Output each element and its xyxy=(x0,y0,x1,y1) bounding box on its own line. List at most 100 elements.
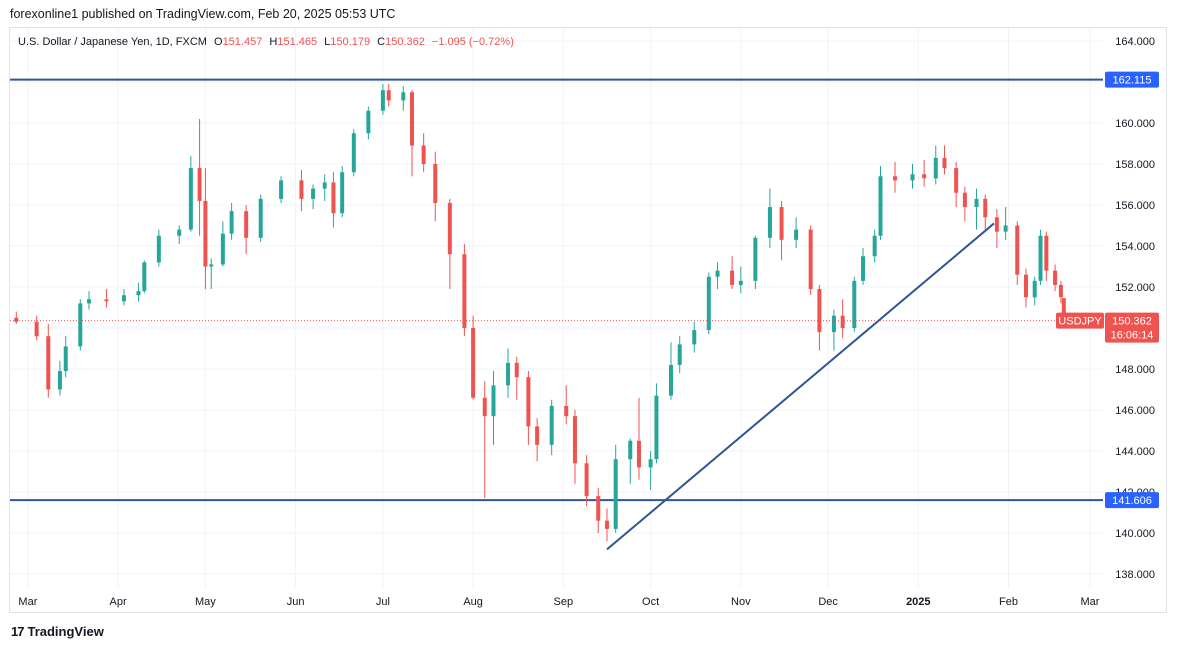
candle-body xyxy=(654,395,659,460)
candle-body xyxy=(1003,225,1008,232)
candle-body xyxy=(974,198,979,208)
y-tick-label: 152.000 xyxy=(1115,282,1155,294)
open-label: O xyxy=(214,36,223,48)
publisher-text: forexonline1 published on TradingView.co… xyxy=(10,7,396,21)
candle-body xyxy=(244,211,249,238)
x-tick-label: Oct xyxy=(642,596,659,608)
level-price-tag xyxy=(1105,492,1159,509)
tradingview-logo-icon: 17 xyxy=(11,624,25,639)
candle-body xyxy=(706,276,711,331)
candle-body xyxy=(203,200,208,267)
candle-body xyxy=(14,317,19,322)
candle-body xyxy=(351,133,356,173)
candle-body xyxy=(942,157,947,169)
candle-body xyxy=(433,164,438,203)
candle-body xyxy=(767,207,772,238)
candle-body xyxy=(311,188,316,199)
candle-body xyxy=(753,237,758,281)
candle-body xyxy=(220,233,225,265)
candle-body xyxy=(209,264,214,267)
candle-body xyxy=(1023,274,1028,298)
x-tick-label: Mar xyxy=(18,596,37,608)
open-value: 151.457 xyxy=(222,36,263,48)
candle-body xyxy=(794,229,799,240)
candle-body xyxy=(514,362,519,378)
candle-body xyxy=(604,520,609,529)
x-tick-label: Aug xyxy=(463,596,483,608)
candle-body xyxy=(1038,235,1043,281)
candle-body xyxy=(366,110,371,134)
last-price-tag xyxy=(1105,312,1159,343)
candle-body xyxy=(104,299,109,302)
candle-body xyxy=(1053,270,1058,285)
candle-body xyxy=(922,174,927,179)
candle-body xyxy=(779,207,784,240)
candle-body xyxy=(817,289,822,333)
tradingview-footer[interactable]: 17 TradingView xyxy=(11,624,104,639)
chart-frame xyxy=(9,27,1167,613)
y-tick-label: 146.000 xyxy=(1115,405,1155,417)
candle-body xyxy=(692,330,697,345)
candle-body xyxy=(872,235,877,257)
candle-body xyxy=(933,157,938,179)
high-value: 151.465 xyxy=(277,36,318,48)
candle-body xyxy=(121,295,126,302)
candle-body xyxy=(648,459,653,468)
x-tick-label: May xyxy=(195,596,216,608)
candle-body xyxy=(340,172,345,214)
candle-body xyxy=(878,176,883,236)
candle-body xyxy=(177,229,182,236)
candle-body xyxy=(636,440,641,468)
last-price-label: 150.362 xyxy=(1112,316,1152,328)
tradingview-brand: TradingView xyxy=(27,624,104,639)
candle-body xyxy=(852,280,857,328)
candle-body xyxy=(613,459,618,529)
x-tick-label: 2025 xyxy=(906,596,930,608)
candle-body xyxy=(156,235,161,263)
y-tick-label: 160.000 xyxy=(1115,118,1155,130)
candle-body xyxy=(78,303,83,347)
candle-body xyxy=(893,176,898,181)
y-tick-label: 148.000 xyxy=(1115,364,1155,376)
countdown-label: 16:06:14 xyxy=(1111,330,1154,342)
y-tick-label: 156.000 xyxy=(1115,200,1155,212)
close-label: C xyxy=(377,36,386,48)
x-tick-label: Jun xyxy=(287,596,305,608)
candle-body xyxy=(1058,284,1063,298)
candle-body xyxy=(1044,235,1049,271)
candle-body xyxy=(564,405,569,417)
candle-body xyxy=(1032,280,1037,298)
symbol-title: U.S. Dollar / Japanese Yen, 1D, FXCM xyxy=(18,36,207,48)
y-tick-label: 138.000 xyxy=(1115,569,1155,581)
x-tick-label: Nov xyxy=(731,596,751,608)
candle-body xyxy=(526,377,531,427)
y-tick-label: 158.000 xyxy=(1115,159,1155,171)
candle-body xyxy=(715,270,720,277)
candle-body xyxy=(331,182,336,214)
candle-body xyxy=(1015,225,1020,275)
high-label: H xyxy=(269,36,278,48)
symbol-tag-label: USDJPY xyxy=(1058,316,1102,328)
candle-body xyxy=(471,328,476,398)
candle-body xyxy=(142,262,147,292)
candle-body xyxy=(506,362,511,386)
change-value: −1.095 (−0.72%) xyxy=(431,36,514,48)
candle-body xyxy=(572,416,577,464)
x-tick-label: Apr xyxy=(110,596,127,608)
candle-body xyxy=(299,180,304,199)
level-price-label: 162.115 xyxy=(1113,75,1152,87)
candle-body xyxy=(258,198,263,238)
candle-body xyxy=(229,211,234,234)
candle-body xyxy=(136,291,141,296)
candle-body xyxy=(491,385,496,417)
candle-body xyxy=(861,256,866,281)
candle-body xyxy=(596,496,601,521)
level-price-label: 141.606 xyxy=(1112,495,1152,507)
candle-body xyxy=(831,315,836,333)
candle-body xyxy=(401,92,406,101)
chart-legend: U.S. Dollar / Japanese Yen, 1D, FXCM O15… xyxy=(18,36,514,48)
candle-body xyxy=(840,315,845,328)
x-tick-label: Mar xyxy=(1081,596,1100,608)
level-price-tag xyxy=(1105,71,1159,88)
